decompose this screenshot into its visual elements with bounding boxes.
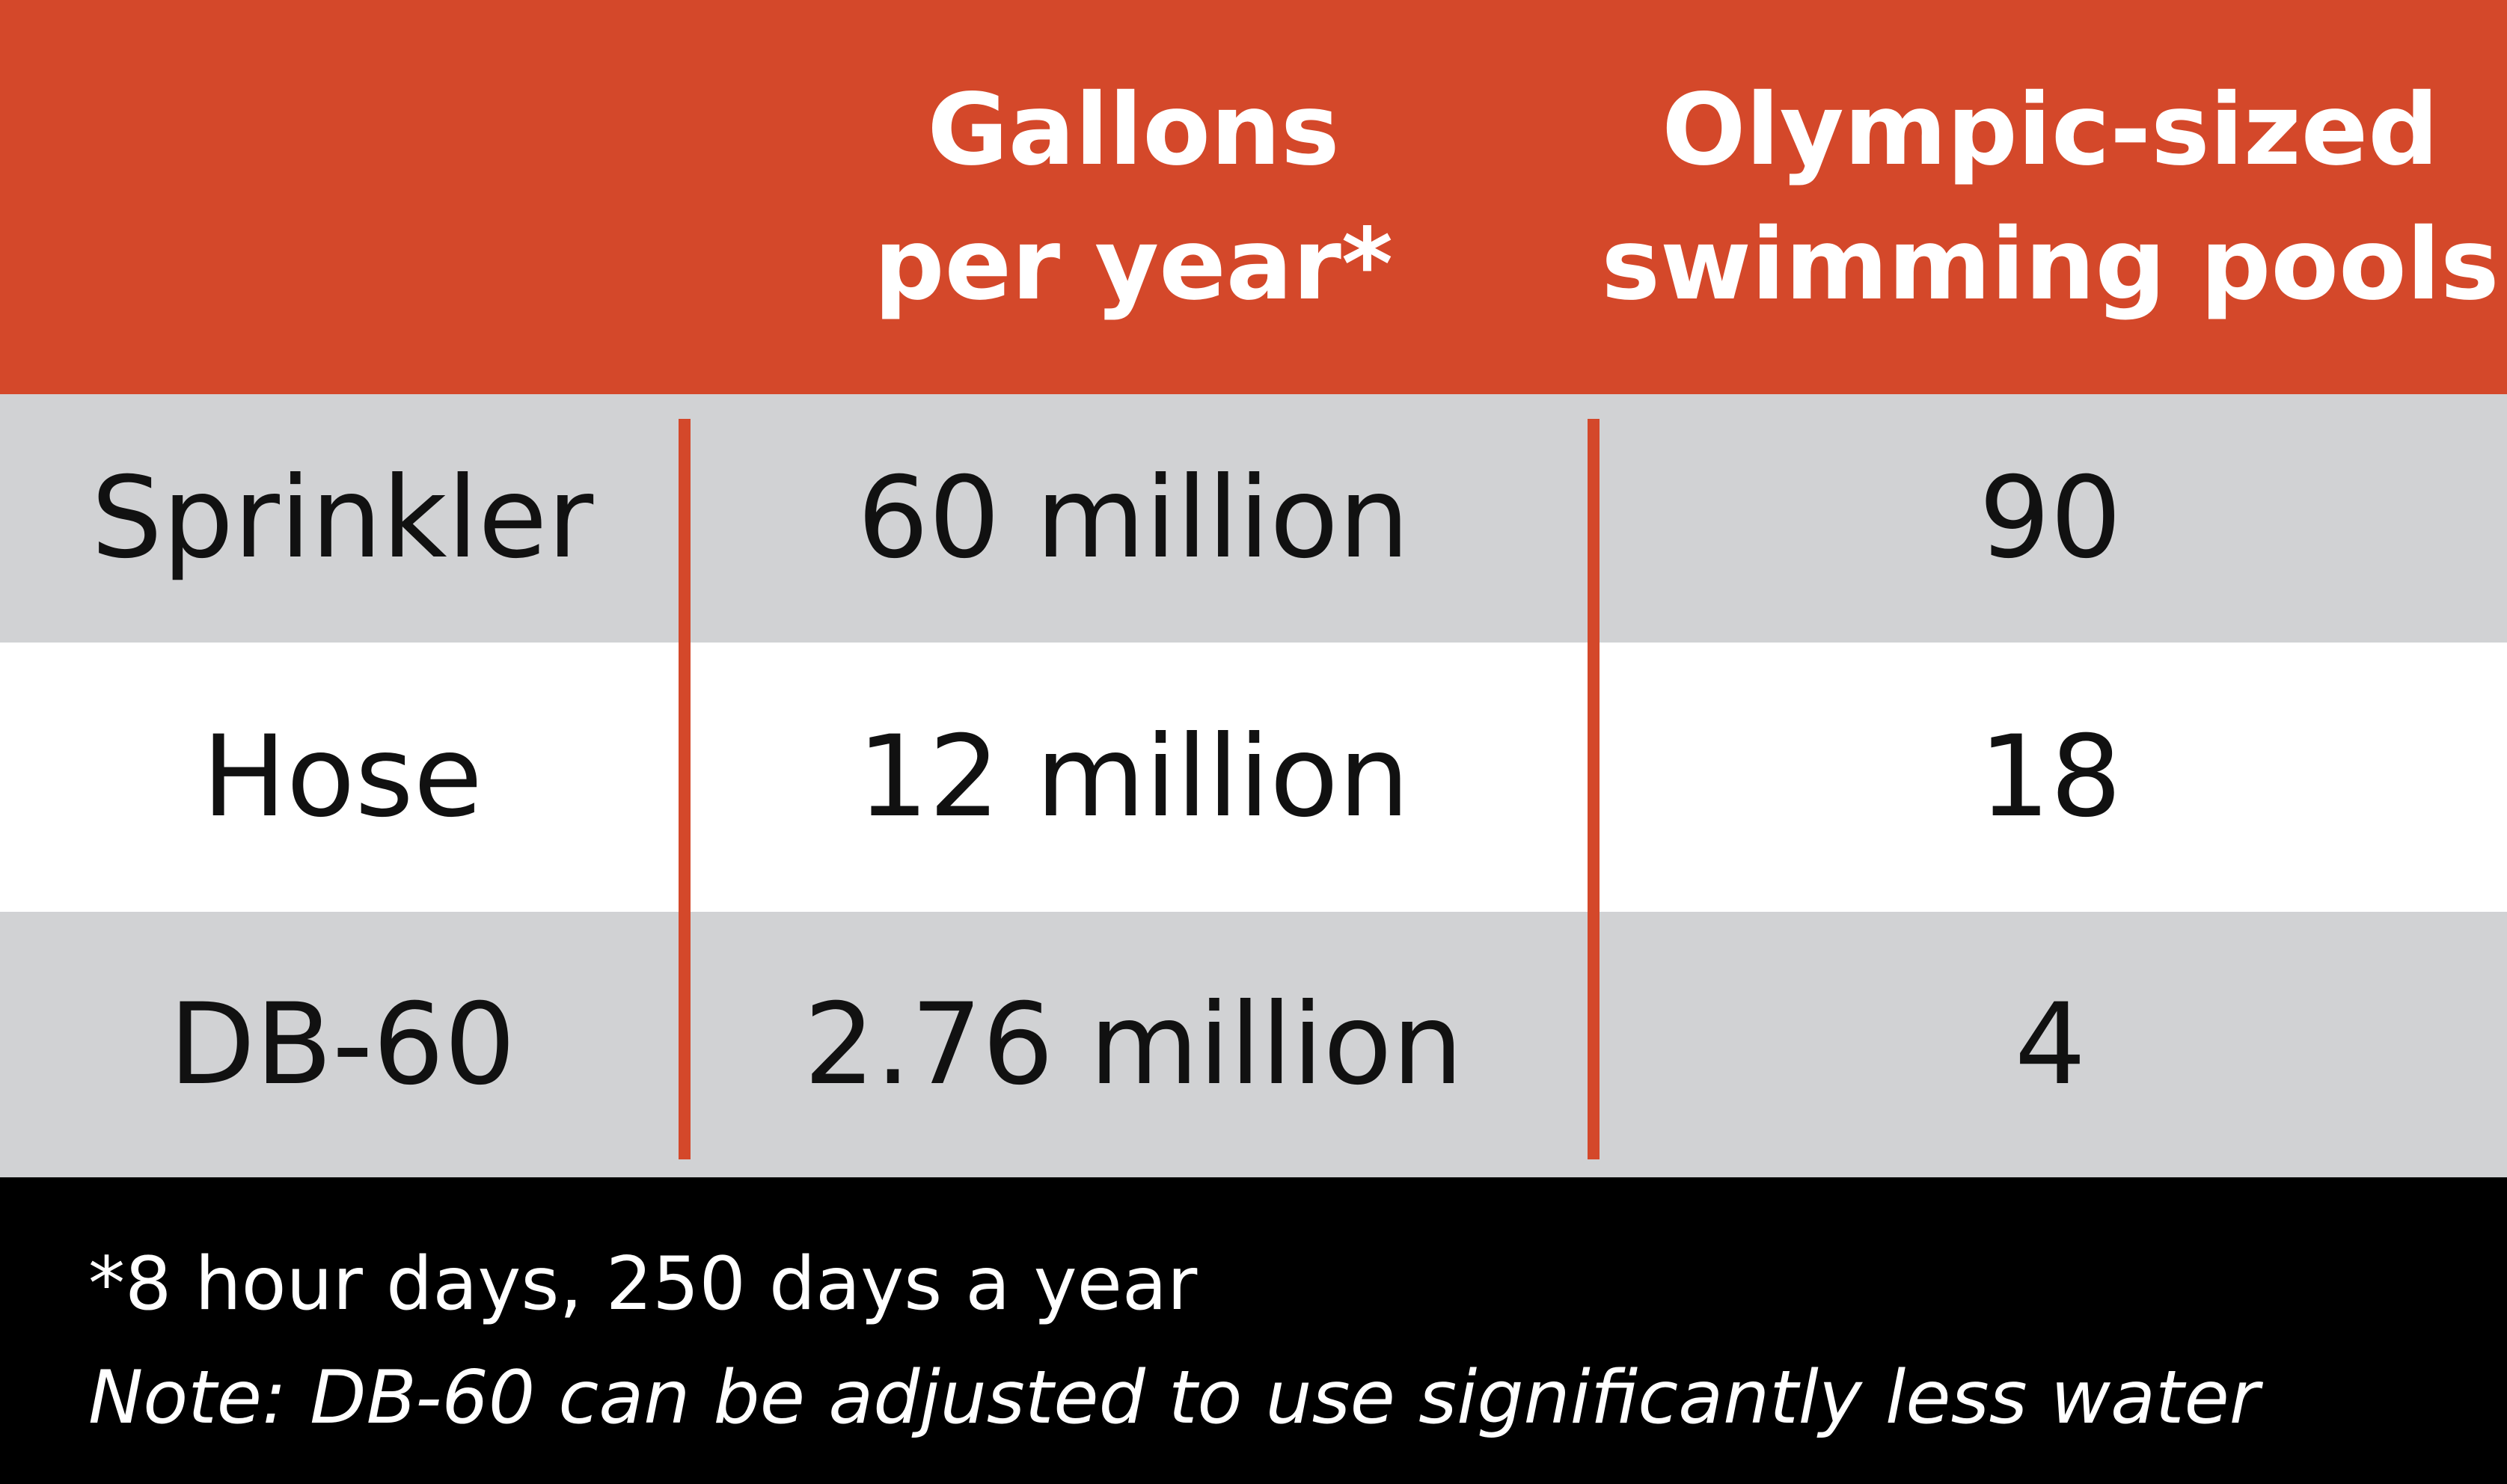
gallons-value: 12 million [857,712,1410,842]
pools-value: 90 [1979,453,2122,583]
table-row-hose: Hose 12 million 18 [0,643,2507,912]
table-row-sprinkler: Sprinkler 60 million 90 [0,394,2507,643]
row-label: DB-60 [168,979,516,1110]
header-gallons-line1: Gallons [927,72,1340,188]
column-divider-left [679,419,691,1159]
row-label: Sprinkler [91,453,594,583]
table-row-db-60: DB-60 2.76 million 4 [0,912,2507,1177]
gallons-value: 2.76 million [803,979,1463,1110]
footer-panel [0,1177,2507,1484]
gallons-value: 60 million [857,453,1410,583]
header-olympic-pools: Olympic-sized swimming pools [1594,0,2507,394]
column-divider-right [1588,419,1600,1159]
header-pools-line2: swimming pools [1601,206,2500,322]
row-label: Hose [202,712,483,842]
pools-value: 4 [2014,979,2087,1110]
pools-value: 18 [1979,712,2122,842]
header-pools-line1: Olympic-sized [1662,72,2439,188]
header-gallons-line2: per year* [874,206,1393,322]
header-empty-cell [0,0,685,394]
note: Note: DB-60 can be adjusted to use signi… [88,1355,2260,1441]
footnote: *8 hour days, 250 days a year [88,1242,1198,1327]
header-gallons-per-year: Gallons per year* [685,0,1582,394]
table-header: Gallons per year* Olympic-sized swimming… [0,0,2507,394]
